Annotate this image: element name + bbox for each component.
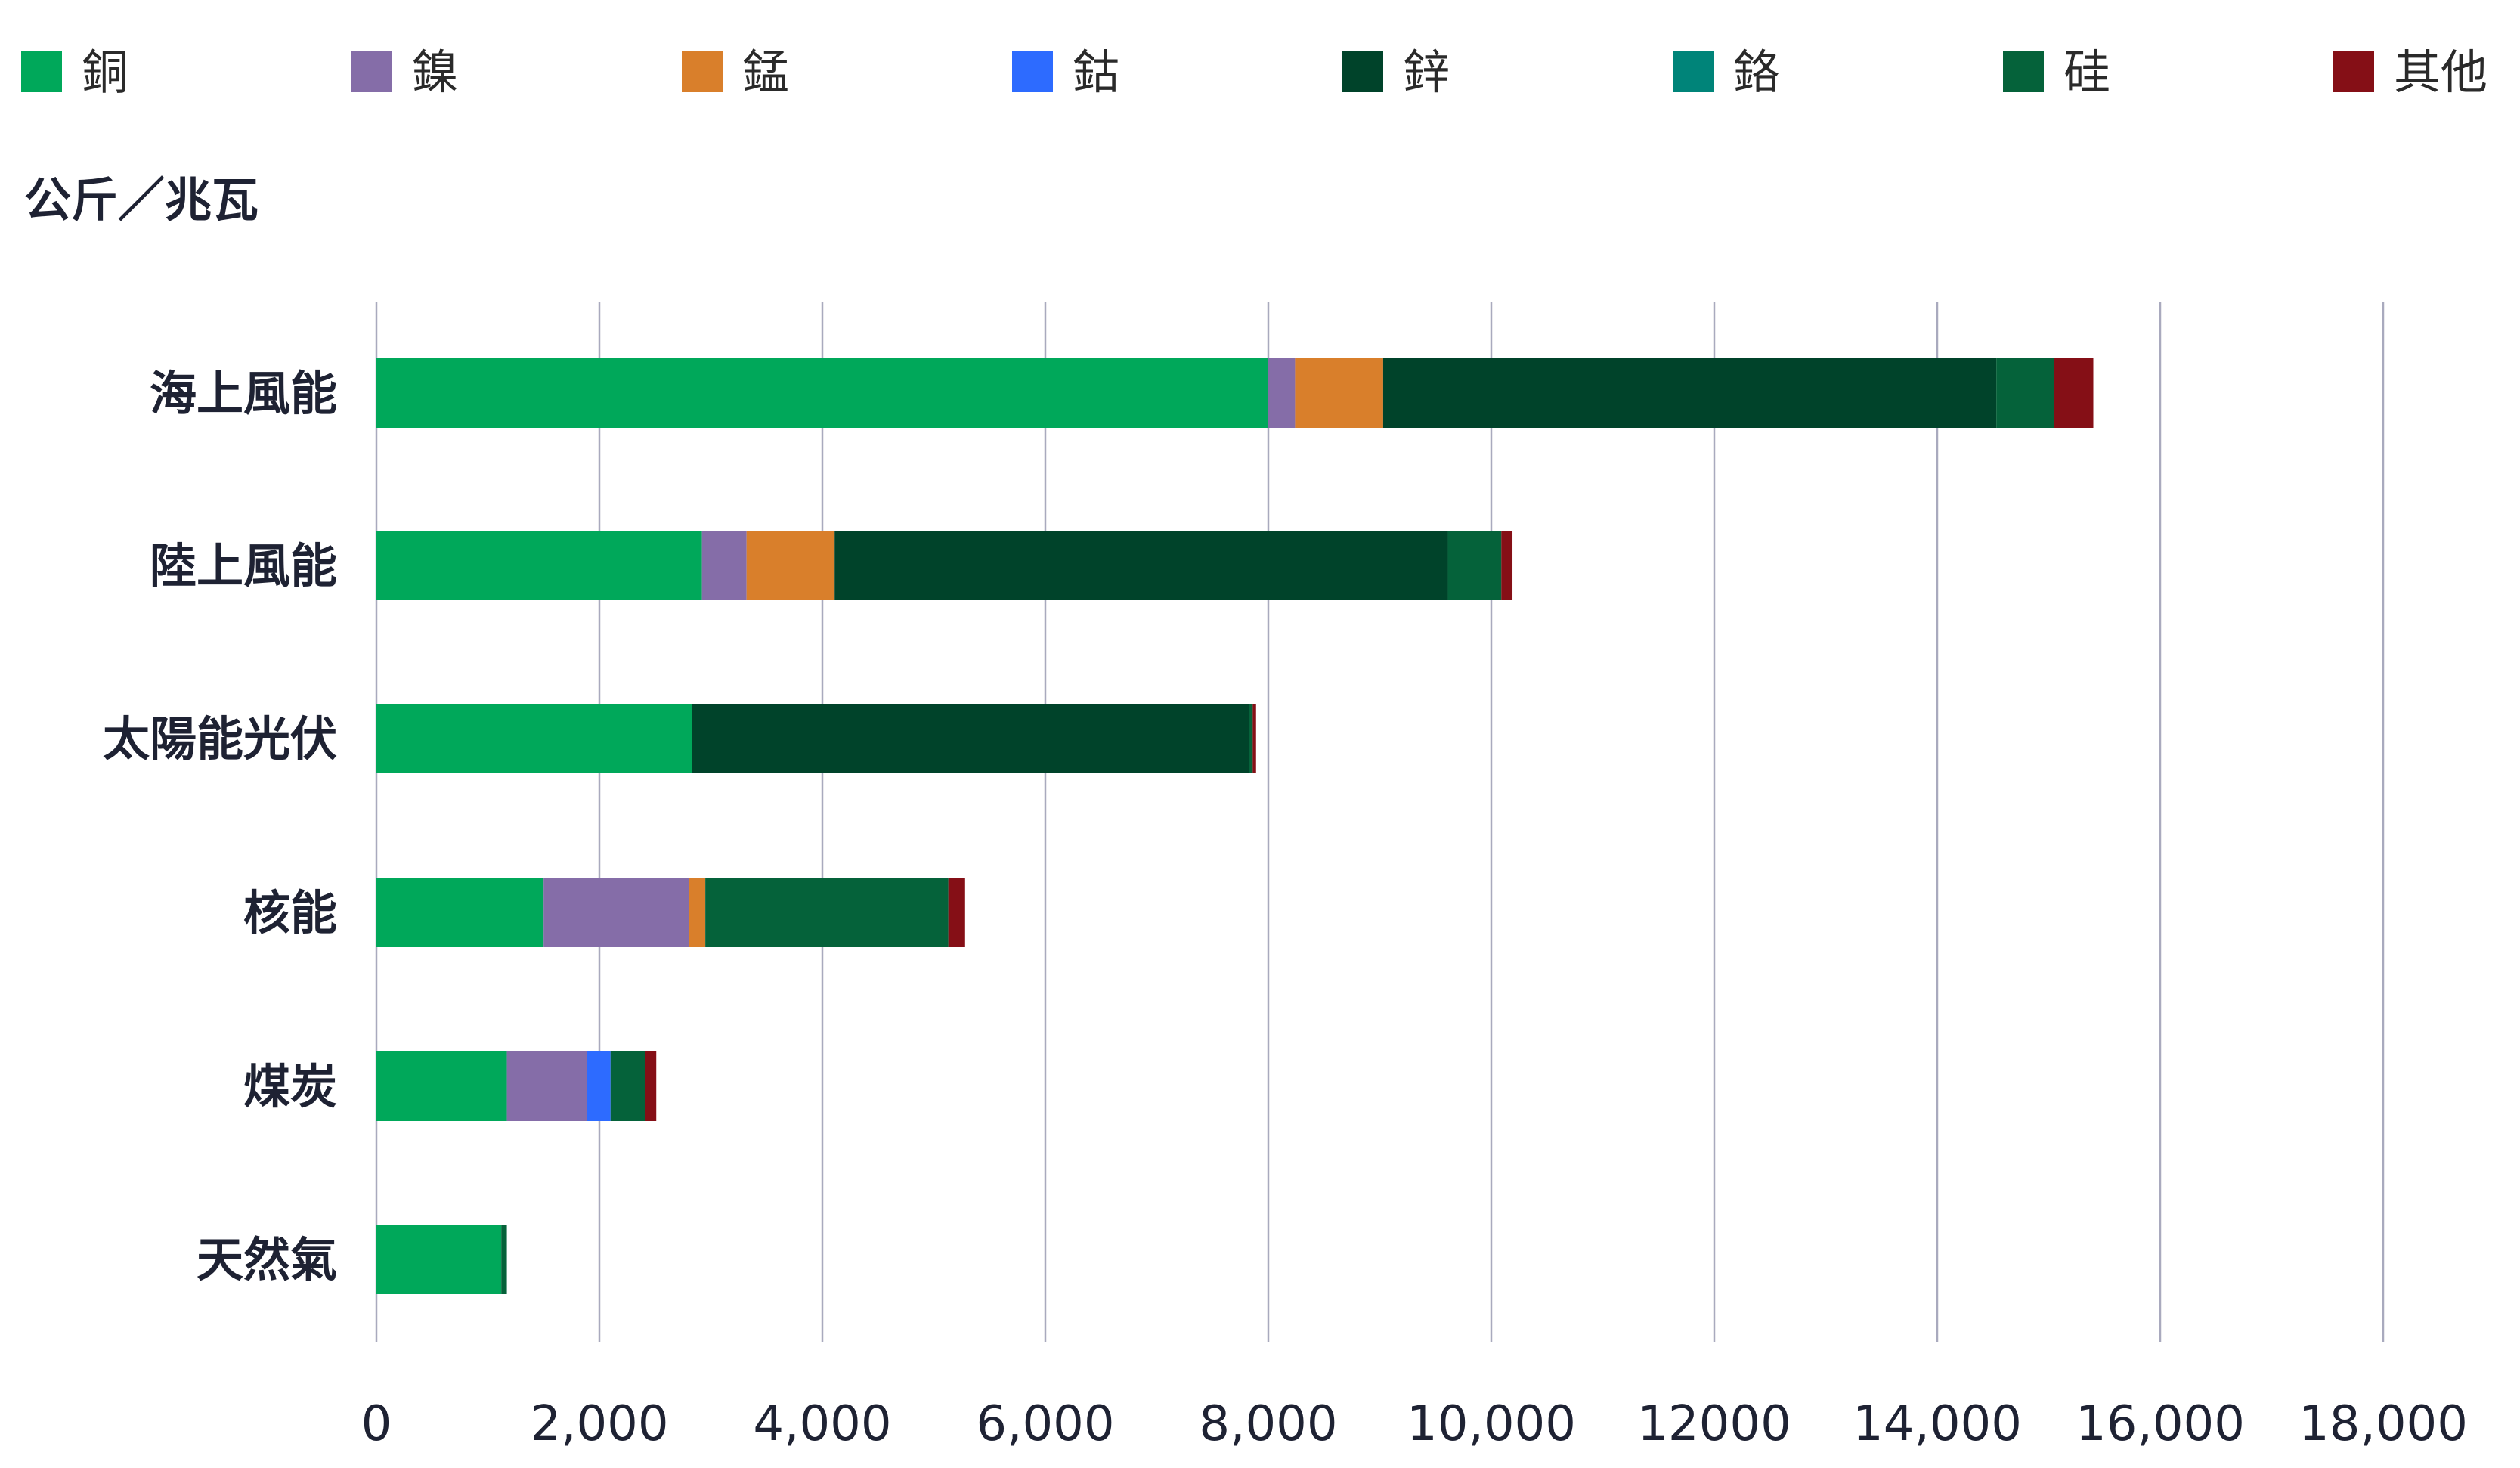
category-label: 天然氣 [197, 1232, 337, 1287]
bar-segment [692, 704, 1249, 773]
legend-label: 錳 [742, 45, 789, 100]
category-label: 太陽能光伏 [103, 711, 337, 767]
bar-segment [705, 878, 949, 947]
legend-swatch [1673, 51, 1714, 92]
legend-item: 錳 [682, 45, 789, 100]
legend-item: 銅 [21, 45, 128, 100]
x-tick-label: 2,000 [530, 1396, 668, 1452]
x-tick-label: 12000 [1637, 1396, 1791, 1452]
bar-segment [376, 704, 692, 773]
gridlines [375, 302, 2385, 1342]
legend-item: 鉻 [1673, 45, 1780, 100]
legend-swatch [2333, 51, 2374, 92]
legend-swatch [351, 51, 392, 92]
legend-swatch [1342, 51, 1383, 92]
unit-label: 公斤／兆瓦 [24, 172, 259, 228]
legend-item: 鋅 [1342, 45, 1450, 100]
bar-segment [746, 531, 835, 600]
legend-label: 銅 [82, 45, 128, 100]
bar-segment [645, 1051, 657, 1121]
bar-segment [376, 531, 702, 600]
bar-group [376, 878, 965, 947]
bar-segment [1447, 531, 1502, 600]
bar-segment [376, 878, 544, 947]
legend-label: 鎳 [412, 45, 459, 100]
bar-segment [2054, 358, 2094, 428]
legend-swatch [21, 51, 62, 92]
bar-segment [948, 878, 965, 947]
legend-item: 硅 [2003, 45, 2110, 100]
legend-label: 鈷 [1073, 45, 1119, 100]
bar-segment [587, 1051, 611, 1121]
legend-swatch [682, 51, 723, 92]
bar-group [376, 358, 2094, 428]
bar-segment [689, 878, 706, 947]
bar-segment [834, 531, 1448, 600]
category-label: 陸上風能 [150, 538, 337, 593]
category-label: 核能 [243, 885, 337, 940]
legend-label: 鉻 [1733, 45, 1780, 100]
bar-segment [376, 358, 1268, 428]
legend-item: 其他 [2333, 45, 2487, 100]
bar-segment [506, 1051, 587, 1121]
bar-segment [610, 1051, 645, 1121]
x-tick-label: 10,000 [1407, 1396, 1576, 1452]
bar-segment [376, 1051, 507, 1121]
bars [376, 358, 2094, 1294]
legend: 銅 鎳 錳 鈷 鋅 鉻 硅 其他 [21, 45, 2487, 100]
category-label: 海上風能 [150, 366, 337, 421]
bar-segment [1382, 358, 1997, 428]
bar-group [376, 531, 1513, 600]
legend-item: 鎳 [351, 45, 459, 100]
x-axis-tick-labels: 0 2,000 4,000 6,000 8,000 10,000 12000 14,000 16… [361, 1396, 2468, 1452]
legend-swatch [1012, 51, 1053, 92]
bar-segment [501, 1225, 507, 1294]
legend-label: 硅 [2063, 45, 2110, 100]
bar-segment [1295, 358, 1383, 428]
legend-label: 鋅 [1403, 45, 1450, 100]
legend-item: 鈷 [1012, 45, 1119, 100]
bar-segment [1501, 531, 1513, 600]
bar-segment [543, 878, 689, 947]
x-tick-label: 16,000 [2076, 1396, 2245, 1452]
legend-label: 其他 [2394, 45, 2487, 100]
x-tick-label: 8,000 [1199, 1396, 1337, 1452]
bar-segment [1252, 704, 1256, 773]
x-tick-label: 4,000 [753, 1396, 891, 1452]
bar-segment [1249, 704, 1253, 773]
bar-group [376, 704, 1256, 773]
legend-swatch [2003, 51, 2044, 92]
bar-segment [701, 531, 747, 600]
category-label: 煤炭 [243, 1059, 337, 1114]
bar-group [376, 1225, 507, 1294]
bar-segment [376, 1225, 502, 1294]
x-tick-label: 6,000 [976, 1396, 1114, 1452]
x-tick-label: 0 [361, 1396, 392, 1452]
bar-segment [1996, 358, 2054, 428]
x-tick-label: 18,000 [2299, 1396, 2468, 1452]
bar-group [376, 1051, 657, 1121]
bar-segment [1268, 358, 1296, 428]
x-tick-label: 14,000 [1853, 1396, 2022, 1452]
